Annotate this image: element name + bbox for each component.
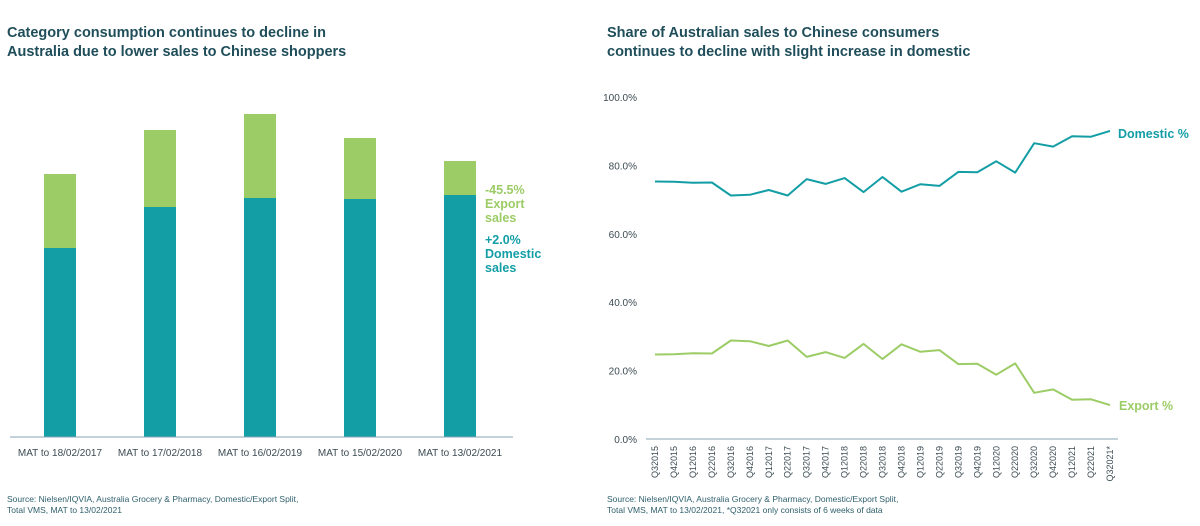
- bar-domestic-0: [44, 248, 76, 437]
- bar-x-tick-label: MAT to 15/02/2020: [318, 448, 403, 459]
- y-tick-label: 20.0%: [609, 367, 637, 378]
- domestic-share-line: [654, 129, 1111, 197]
- bar-x-tick-label: MAT to 13/02/2021: [418, 448, 503, 459]
- bar-domestic-3: [344, 199, 376, 437]
- x-tick-label: Q32015: [650, 446, 660, 478]
- x-tick-label: Q12020: [991, 446, 1001, 478]
- x-tick-label: Q42019: [972, 446, 982, 478]
- export-sales-label-1: Export: [485, 197, 525, 211]
- bar-export-4: [444, 161, 476, 195]
- right-source-note: Source: Nielsen/IQVIA, Australia Grocery…: [607, 494, 899, 515]
- x-tick-label: Q32018: [878, 446, 888, 478]
- right-chart-title: Share of Australian sales to Chinese con…: [607, 25, 971, 60]
- x-tick-label: Q22018: [859, 446, 869, 478]
- x-tick-label: Q42018: [896, 446, 906, 478]
- x-tick-label: Q22017: [783, 446, 793, 478]
- x-tick-label: Q12021: [1067, 446, 1077, 478]
- line-chart-x-ticks: Q32015 Q42015 Q12016 Q22016 Q32016 Q42016 Q120…: [650, 446, 1115, 482]
- export-change-label: -45.5%: [485, 183, 525, 197]
- x-tick-label: Q12018: [840, 446, 850, 478]
- bar-domestic-4: [444, 195, 476, 437]
- left-source-note: Source: Nielsen/IQVIA, Australia Grocery…: [7, 494, 299, 515]
- domestic-sales-label-2: sales: [485, 261, 516, 275]
- bar-export-2: [244, 114, 276, 198]
- x-tick-label: Q12016: [688, 446, 698, 478]
- x-tick-label: Q12017: [764, 446, 774, 478]
- bar-export-1: [144, 130, 176, 207]
- y-tick-label: 100.0%: [603, 93, 637, 104]
- bar-export-0: [44, 174, 76, 248]
- x-tick-label: Q42020: [1048, 446, 1058, 478]
- bar-x-tick-label: MAT to 17/02/2018: [118, 448, 203, 459]
- x-tick-label: Q42016: [745, 446, 755, 478]
- domestic-change-label: +2.0%: [485, 233, 521, 247]
- domestic-series-label: Domestic %: [1118, 127, 1189, 141]
- line-chart-series: [654, 129, 1111, 407]
- left-chart-title: Category consumption continues to declin…: [7, 25, 347, 60]
- x-tick-label: Q32017: [802, 446, 812, 478]
- x-tick-label: Q32021*: [1105, 446, 1115, 482]
- bar-chart-x-ticks: MAT to 18/02/2017 MAT to 17/02/2018 MAT to…: [18, 448, 503, 459]
- export-series-label: Export %: [1119, 399, 1173, 413]
- x-tick-label: Q32020: [1029, 446, 1039, 478]
- x-tick-label: Q42015: [669, 446, 679, 478]
- x-tick-label: Q22021: [1086, 446, 1096, 478]
- x-tick-label: Q22020: [1010, 446, 1020, 478]
- bar-chart: [44, 114, 476, 437]
- x-tick-label: Q32016: [726, 446, 736, 478]
- x-tick-label: Q12019: [915, 446, 925, 478]
- line-chart-y-ticks: 0.0% 20.0% 40.0% 60.0% 80.0% 100.0%: [603, 93, 637, 446]
- bar-x-tick-label: MAT to 16/02/2019: [218, 448, 303, 459]
- bar-export-3: [344, 138, 376, 199]
- y-tick-label: 0.0%: [614, 435, 637, 446]
- x-tick-label: Q22019: [934, 446, 944, 478]
- y-tick-label: 40.0%: [609, 298, 637, 309]
- x-tick-label: Q22016: [707, 446, 717, 478]
- bar-domestic-2: [244, 198, 276, 437]
- bar-domestic-1: [144, 207, 176, 437]
- export-sales-label-2: sales: [485, 211, 516, 225]
- bar-x-tick-label: MAT to 18/02/2017: [18, 448, 103, 459]
- y-tick-label: 60.0%: [609, 230, 637, 241]
- export-share-line: [654, 339, 1111, 407]
- x-tick-label: Q42017: [821, 446, 831, 478]
- y-tick-label: 80.0%: [609, 161, 637, 172]
- domestic-sales-label-1: Domestic: [485, 247, 541, 261]
- x-tick-label: Q32019: [953, 446, 963, 478]
